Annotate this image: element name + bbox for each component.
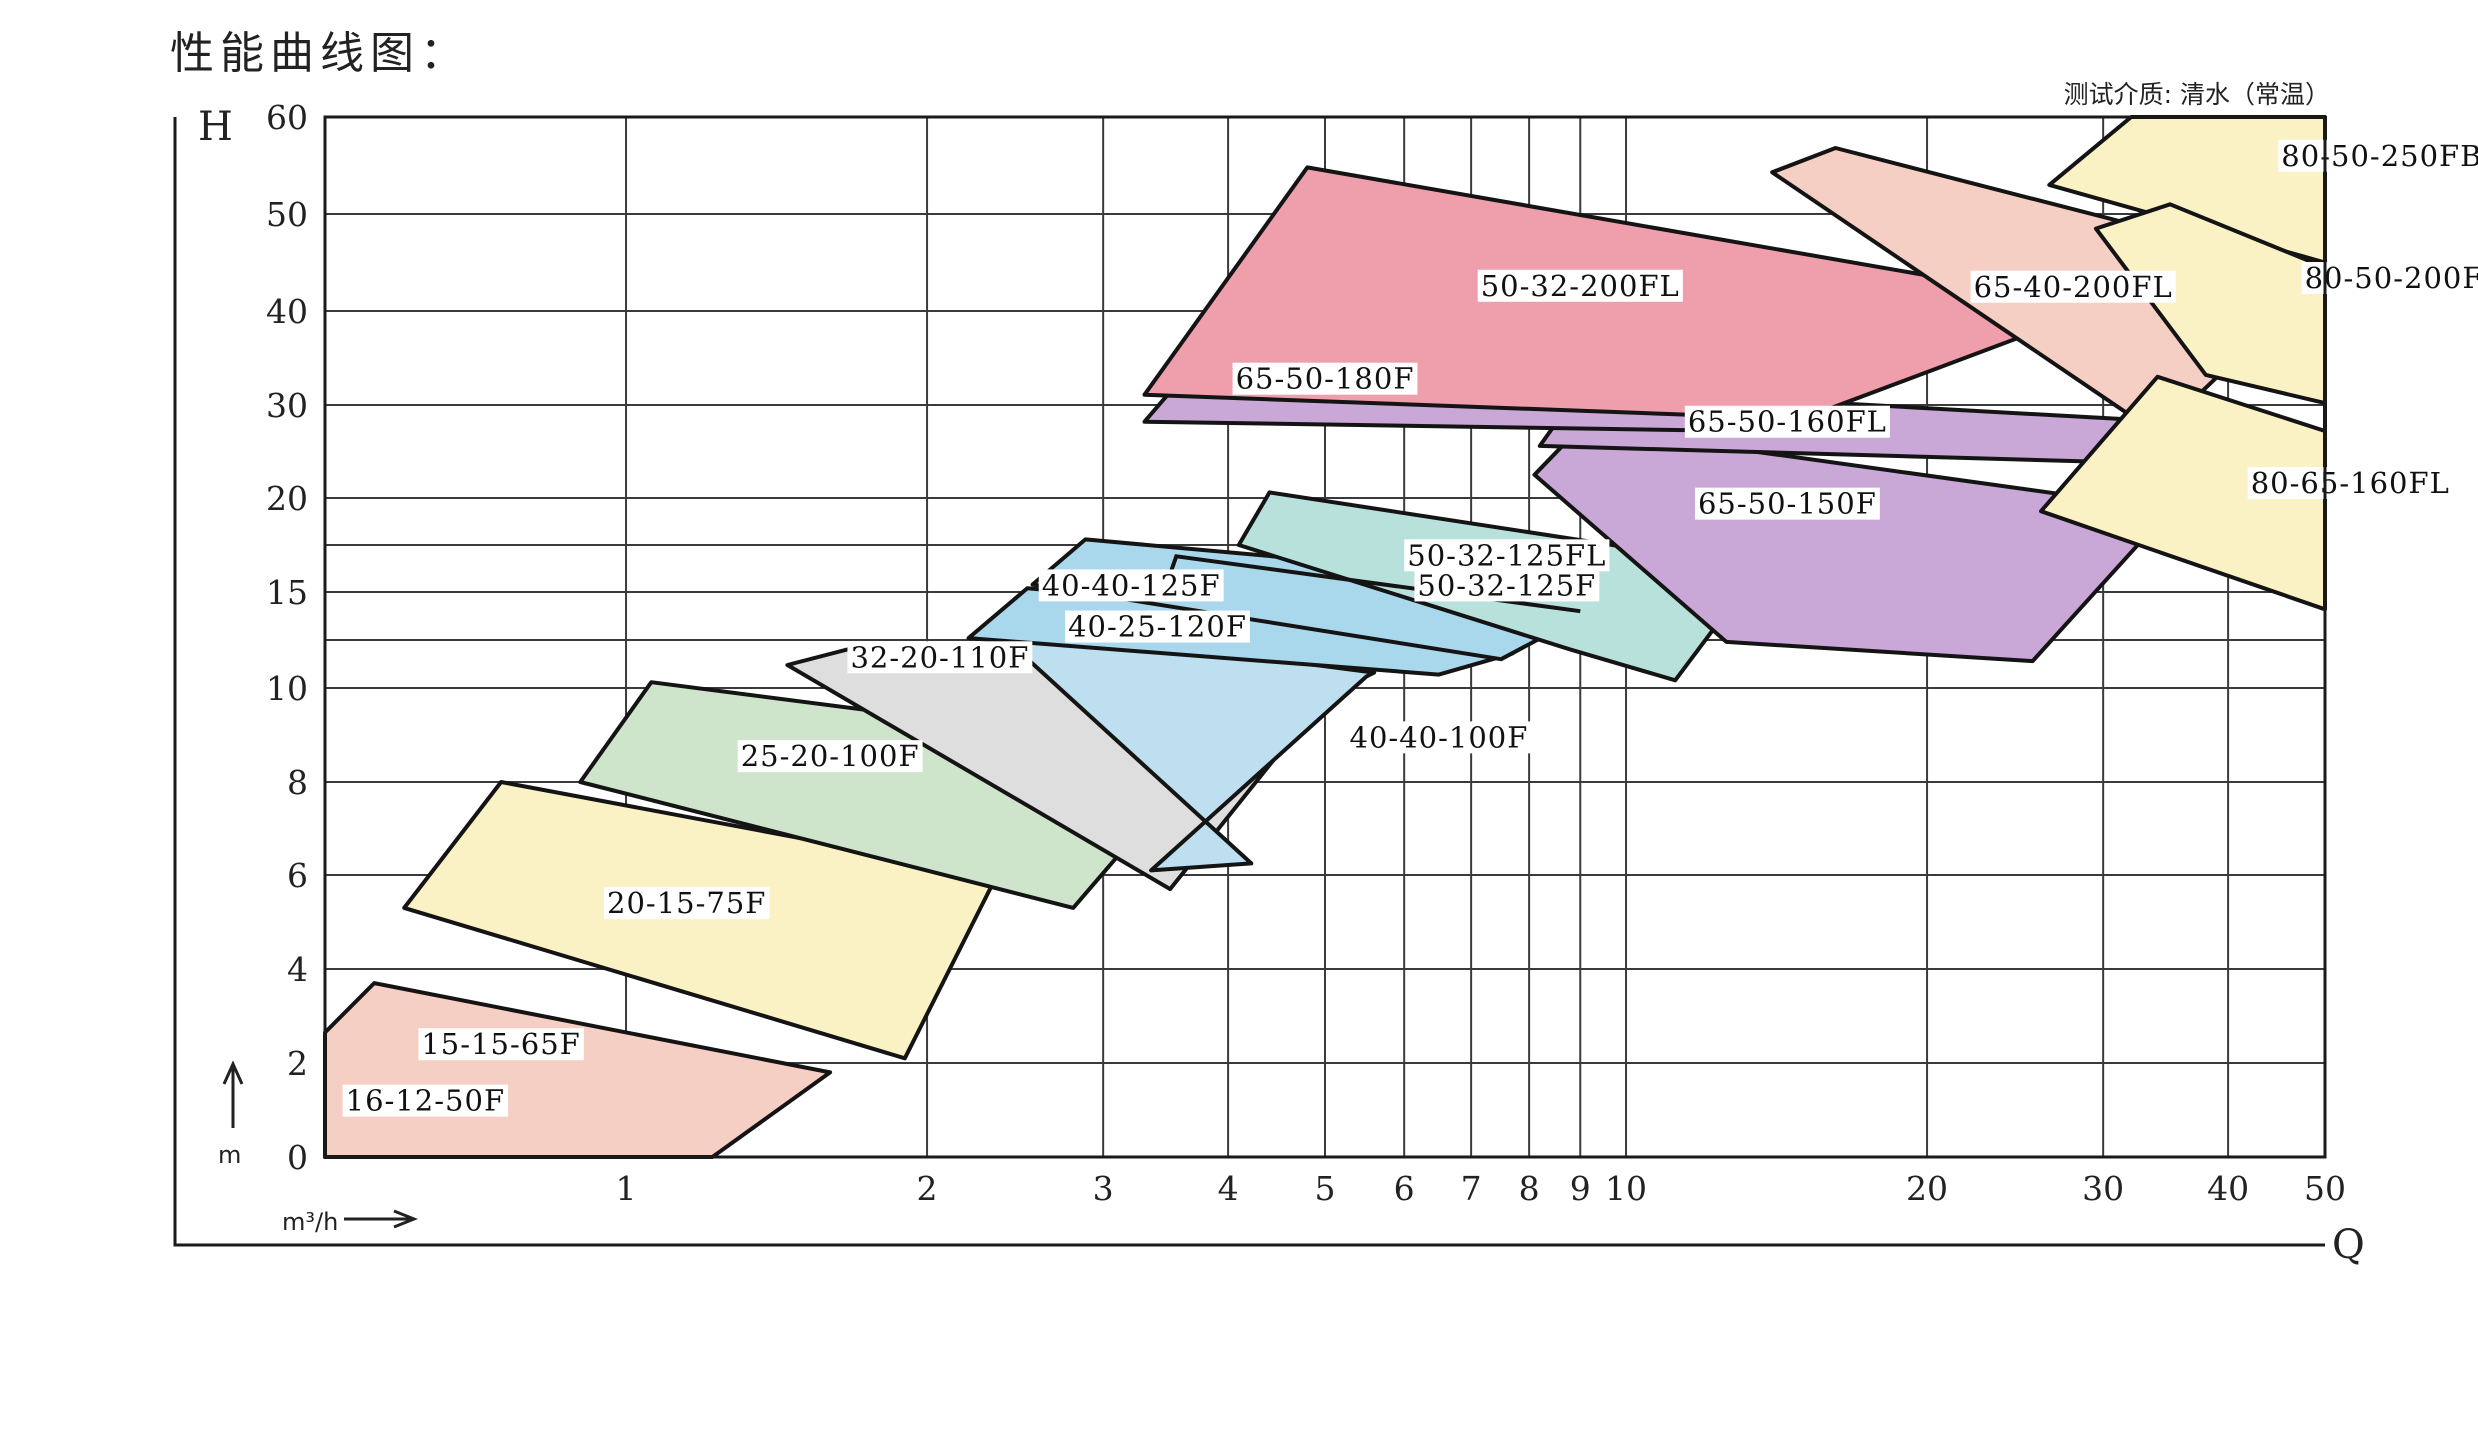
pump-label-bg-80-50-250fb [2278, 139, 2478, 172]
pump-label-65-50-160fl: 65-50-160FL [1688, 405, 1887, 439]
pump-label-bg-40-40-125f [1038, 569, 1224, 602]
pump-label-bg-20-15-75f [604, 887, 770, 920]
x-tick-label: 4 [1218, 1169, 1239, 1208]
x-tick-label: 8 [1519, 1169, 1540, 1208]
pump-label-bg-50-32-125fl [1404, 539, 1610, 572]
y-unit-arrow [222, 1060, 244, 1128]
x-tick-label: 9 [1570, 1169, 1591, 1208]
pump-label-65-50-180f: 65-50-180F [1236, 362, 1415, 396]
axis-ticks: 1234567891020304050100200024681015203040… [266, 98, 2346, 1208]
y-tick-label: 50 [266, 195, 308, 234]
pump-label-65-40-200fl: 65-40-200FL [1974, 270, 2173, 304]
y-tick-label: 30 [266, 386, 308, 425]
y-tick-label: 40 [266, 292, 308, 331]
y-tick-label: 20 [266, 479, 308, 518]
x-axis-title: Q [2332, 1222, 2365, 1268]
x-tick-label: 7 [1461, 1169, 1482, 1208]
pump-label-bg-50-32-125f [1414, 569, 1600, 602]
pump-label-40-40-100f: 40-40-100F [1350, 720, 1529, 754]
pump-label-50-32-125fl: 50-32-125FL [1407, 538, 1606, 572]
pump-labels: 16-12-50F 15-15-65F 20-15-75F 25-20-100F 32-… [342, 139, 2478, 1118]
y-tick-label: 8 [287, 763, 308, 802]
pump-label-bg-80-65-160fl [2247, 467, 2453, 500]
x-tick-label: 20 [1906, 1169, 1948, 1208]
pump-label-bg-65-40-200fl [1970, 270, 2176, 303]
pump-label-80-50-250fb: 80-50-250FB [2281, 139, 2478, 173]
pump-regions [323, 115, 2327, 1159]
y-tick-label: 4 [287, 950, 308, 989]
test-medium-note: 测试介质: 清水（常温） [2064, 80, 2330, 109]
pump-label-bg-16-12-50f [342, 1084, 509, 1117]
pump-label-80-65-160fl: 80-65-160FL [2251, 466, 2450, 500]
pump-label-bg-65-50-160fl [1684, 405, 1890, 438]
y-tick-label: 0 [287, 1138, 308, 1177]
x-tick-label: 40 [2207, 1169, 2249, 1208]
x-unit-arrow [344, 1209, 419, 1229]
pump-label-20-15-75f: 20-15-75F [607, 886, 766, 920]
y-tick-label: 60 [266, 98, 308, 137]
pump-label-bg-65-50-180f [1232, 362, 1418, 395]
plot-frame [323, 115, 2327, 1159]
pump-label-32-20-110f: 32-20-110F [850, 640, 1029, 674]
y-axis-title: H [198, 104, 233, 150]
y-tick-label: 10 [266, 669, 308, 708]
pump-label-bg-40-40-100f [1346, 721, 1532, 754]
pump-label-bg-32-20-110f [847, 641, 1033, 674]
pump-label-40-40-125f: 40-40-125F [1042, 568, 1221, 602]
outer-axis-frame [173, 117, 2325, 1247]
pump-label-bg-65-50-150f [1694, 487, 1880, 520]
pump-label-50-32-125f: 50-32-125F [1417, 568, 1596, 602]
pump-label-bg-50-32-200fl [1477, 269, 1683, 302]
pump-label-80-50-200fl: 80-50-200FL [2305, 261, 2478, 295]
pump-label-bg-25-20-100f [737, 740, 923, 773]
pump-label-25-20-100f: 25-20-100F [741, 739, 920, 773]
x-tick-label: 5 [1315, 1169, 1336, 1208]
x-tick-label: 30 [2082, 1169, 2124, 1208]
y-unit-label: m [218, 1141, 241, 1169]
x-tick-label: 3 [1093, 1169, 1114, 1208]
pump-label-16-12-50f: 16-12-50F [346, 1084, 505, 1118]
y-tick-label: 6 [287, 856, 308, 895]
x-tick-label: 10 [1605, 1169, 1647, 1208]
x-unit-label: m³/h [282, 1208, 338, 1236]
pump-label-65-50-150f: 65-50-150F [1698, 487, 1877, 521]
x-tick-label: 1 [616, 1169, 637, 1208]
y-tick-label: 15 [266, 573, 308, 612]
pump-label-bg-40-25-120f [1065, 610, 1250, 643]
x-tick-label: 6 [1394, 1169, 1415, 1208]
pump-label-40-25-120f: 40-25-120F [1068, 610, 1247, 644]
x-tick-label: 2 [917, 1169, 938, 1208]
chart-title: 性能曲线图： [170, 28, 470, 79]
pump-label-50-32-200fl: 50-32-200FL [1481, 269, 1680, 303]
pump-label-bg-15-15-65f [418, 1028, 584, 1061]
x-tick-label: 50 [2304, 1169, 2346, 1208]
y-tick-label: 2 [287, 1044, 308, 1083]
pump-label-bg-80-50-200fl [2301, 262, 2478, 295]
pump-label-15-15-65f: 15-15-65F [421, 1027, 580, 1061]
